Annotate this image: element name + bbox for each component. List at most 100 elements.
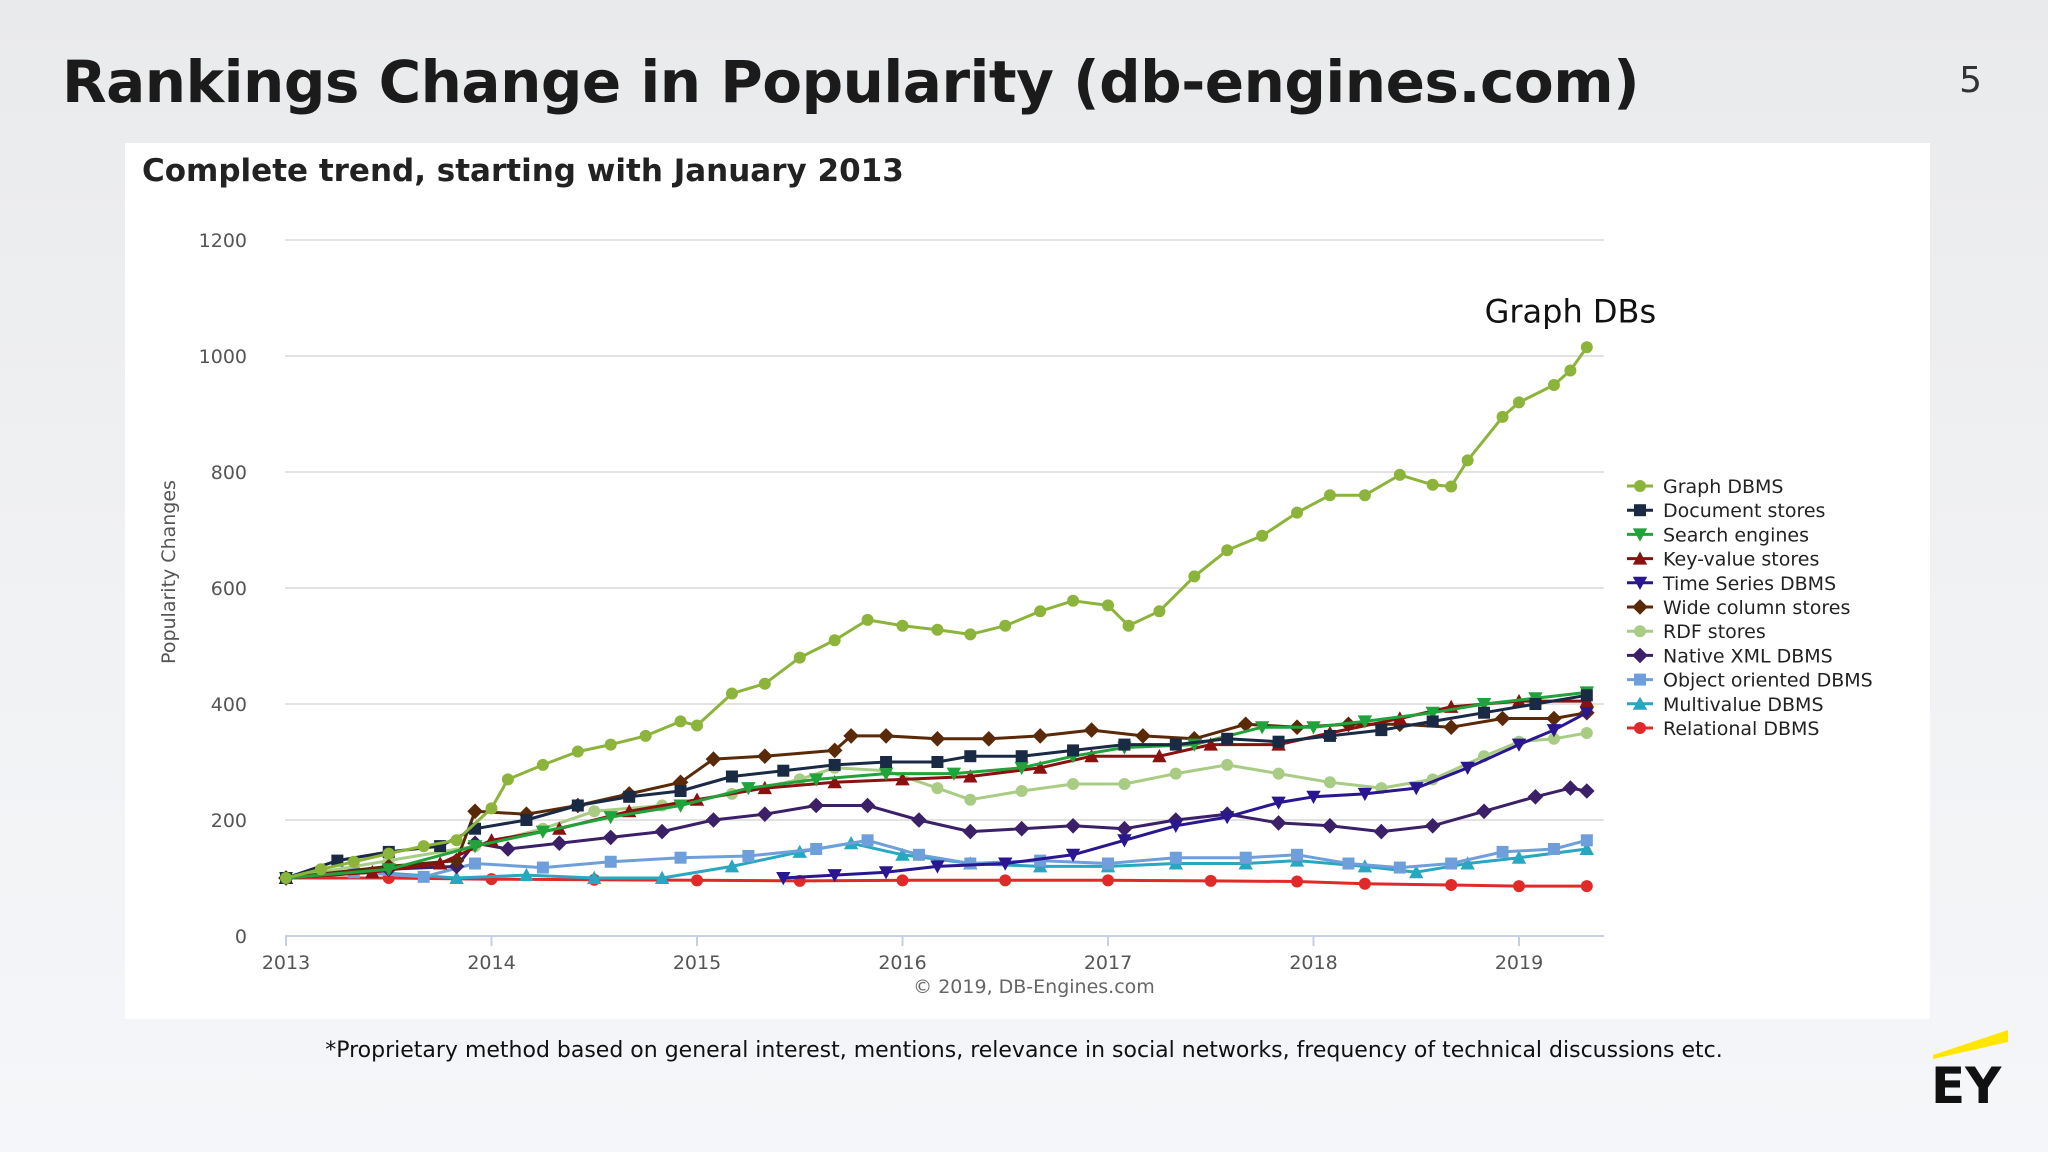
data-point-search-engines bbox=[603, 811, 618, 825]
data-point-relational-dbms bbox=[999, 874, 1012, 887]
data-point-graph-dbms bbox=[1426, 478, 1439, 491]
y-tick-label: 1000 bbox=[199, 346, 247, 368]
data-point-rdf-stores bbox=[1118, 778, 1131, 791]
data-point-wide-column-stores bbox=[1443, 719, 1459, 735]
data-point-search-engines bbox=[535, 825, 551, 839]
data-point-search-engines bbox=[741, 782, 756, 796]
data-point-object-oriented-dbms bbox=[742, 849, 755, 862]
data-point-native-xml-dbms bbox=[1527, 789, 1544, 805]
data-point-object-oriented-dbms bbox=[536, 861, 549, 874]
data-point-document-stores bbox=[931, 756, 944, 768]
data-point-native-xml-dbms bbox=[1562, 780, 1579, 796]
graph-dbs-annotation: Graph DBs bbox=[1485, 292, 1657, 330]
data-point-wide-column-stores bbox=[981, 731, 997, 747]
data-point-key-value-stores bbox=[1084, 749, 1099, 763]
data-point-relational-dbms bbox=[1291, 875, 1304, 888]
data-point-document-stores bbox=[777, 764, 790, 777]
legend-marker bbox=[1632, 696, 1648, 710]
data-point-rdf-stores bbox=[1067, 778, 1080, 791]
slide-number: 5 bbox=[1959, 60, 1982, 101]
legend-label: Native XML DBMS bbox=[1663, 645, 1833, 667]
data-point-rdf-stores bbox=[1169, 767, 1182, 780]
data-point-search-engines bbox=[467, 840, 483, 854]
data-point-wide-column-stores bbox=[826, 742, 843, 759]
legend-marker bbox=[1632, 647, 1648, 664]
chart-title: Complete trend, starting with January 20… bbox=[142, 153, 904, 189]
data-point-multivalue-dbms bbox=[587, 870, 602, 884]
data-point-time-series-dbms bbox=[1065, 848, 1081, 862]
slide-title: Rankings Change in Popularity (db-engine… bbox=[62, 48, 1640, 116]
legend-label: Multivalue DBMS bbox=[1663, 694, 1824, 716]
data-point-relational-dbms bbox=[1445, 878, 1458, 891]
data-point-native-xml-dbms bbox=[500, 841, 516, 857]
data-point-graph-dbms bbox=[571, 745, 584, 758]
data-point-object-oriented-dbms bbox=[1342, 857, 1355, 870]
data-point-graph-dbms bbox=[1102, 599, 1114, 612]
data-point-time-series-dbms bbox=[1306, 790, 1321, 804]
data-point-multivalue-dbms bbox=[519, 867, 534, 882]
data-point-native-xml-dbms bbox=[859, 797, 876, 814]
data-point-rdf-stores bbox=[1221, 758, 1234, 771]
x-tick-label: 2015 bbox=[673, 952, 721, 974]
data-point-object-oriented-dbms bbox=[469, 857, 482, 870]
data-point-graph-dbms bbox=[314, 863, 327, 876]
data-point-native-xml-dbms bbox=[1013, 820, 1030, 837]
data-point-time-series-dbms bbox=[1357, 787, 1373, 802]
legend-marker bbox=[1632, 528, 1648, 542]
data-point-multivalue-dbms bbox=[449, 870, 464, 884]
data-point-object-oriented-dbms bbox=[674, 851, 687, 864]
data-point-relational-dbms bbox=[1358, 877, 1371, 890]
legend-item-graph-dbms: Graph DBMS bbox=[1627, 476, 1783, 498]
legend-item-time-series-dbms: Time Series DBMS bbox=[1627, 573, 1836, 595]
series-line-graph-dbms bbox=[285, 346, 1589, 880]
x-tick-label: 2017 bbox=[1084, 952, 1132, 974]
data-point-graph-dbms bbox=[1564, 364, 1577, 377]
legend-item-object-oriented-dbms: Object oriented DBMS bbox=[1627, 670, 1873, 692]
data-point-object-oriented-dbms bbox=[1102, 857, 1114, 870]
data-point-graph-dbms bbox=[1445, 480, 1458, 493]
data-point-graph-dbms bbox=[1580, 341, 1593, 354]
data-point-native-xml-dbms bbox=[1116, 820, 1133, 837]
legend-label: Wide column stores bbox=[1663, 597, 1850, 619]
data-point-time-series-dbms bbox=[998, 857, 1013, 871]
series-graph-dbms bbox=[280, 341, 1593, 884]
data-point-object-oriented-dbms bbox=[810, 843, 823, 855]
data-point-wide-column-stores bbox=[1083, 722, 1100, 738]
data-point-document-stores bbox=[1529, 698, 1542, 710]
data-point-graph-dbms bbox=[501, 773, 514, 786]
chart-credit: © 2019, DB-Engines.com bbox=[913, 976, 1155, 998]
data-point-document-stores bbox=[520, 814, 533, 826]
data-point-multivalue-dbms bbox=[654, 870, 670, 884]
data-point-relational-dbms bbox=[1513, 880, 1525, 893]
legend-marker bbox=[1632, 599, 1648, 615]
data-point-graph-dbms bbox=[964, 628, 977, 641]
legend-item-key-value-stores: Key-value stores bbox=[1627, 549, 1819, 571]
legend-label: Time Series DBMS bbox=[1662, 573, 1836, 595]
legend-item-rdf-stores: RDF stores bbox=[1627, 621, 1766, 643]
data-point-native-xml-dbms bbox=[757, 806, 773, 822]
data-point-rdf-stores bbox=[588, 805, 601, 818]
data-point-key-value-stores bbox=[1152, 749, 1167, 763]
data-point-native-xml-dbms bbox=[705, 812, 722, 828]
data-point-graph-dbms bbox=[999, 619, 1012, 632]
data-point-document-stores bbox=[1272, 735, 1285, 748]
legend-marker bbox=[1634, 722, 1646, 734]
data-point-time-series-dbms bbox=[1117, 834, 1132, 848]
data-point-native-xml-dbms bbox=[1476, 803, 1492, 820]
legend-marker bbox=[1632, 551, 1648, 565]
data-point-relational-dbms bbox=[1580, 880, 1593, 893]
y-axis: 0 200 400 600 800 1000 1200 bbox=[199, 230, 247, 948]
data-point-graph-dbms bbox=[1323, 489, 1336, 502]
data-point-search-engines bbox=[808, 773, 824, 787]
data-point-rdf-stores bbox=[1323, 776, 1336, 789]
series-lines bbox=[278, 341, 1595, 893]
data-point-key-value-stores bbox=[827, 775, 842, 789]
data-point-search-engines bbox=[1254, 721, 1270, 735]
data-point-search-engines bbox=[1425, 706, 1440, 720]
data-point-object-oriented-dbms bbox=[1496, 845, 1509, 858]
data-point-time-series-dbms bbox=[1219, 811, 1235, 825]
data-point-search-engines bbox=[1476, 698, 1492, 712]
data-point-graph-dbms bbox=[793, 651, 806, 664]
data-point-graph-dbms bbox=[828, 634, 841, 647]
data-point-object-oriented-dbms bbox=[1547, 843, 1560, 855]
